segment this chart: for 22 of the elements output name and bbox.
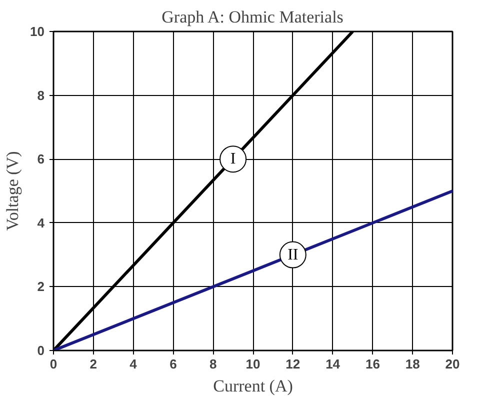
y-tick-label: 0: [37, 343, 45, 358]
x-tick-label: 14: [326, 356, 341, 372]
x-tick-label: 18: [405, 356, 420, 372]
series-label: II: [288, 246, 298, 264]
x-tick-label: 6: [170, 356, 177, 372]
x-tick-label: 10: [246, 356, 260, 372]
y-tick-label: 6: [37, 152, 45, 167]
x-tick-label: 20: [445, 356, 460, 372]
y-axis-title: Voltage (V): [3, 151, 22, 231]
y-tick-label: 8: [37, 88, 45, 103]
x-tick-label: 16: [365, 356, 380, 372]
x-axis-title: Current (A): [213, 376, 293, 396]
x-tick-label: 4: [130, 356, 138, 372]
x-tick-label: 12: [286, 356, 300, 372]
x-tick-label: 8: [209, 356, 217, 372]
y-tick-label: 10: [30, 24, 45, 39]
x-tick-label: 0: [50, 356, 58, 372]
chart-title: Graph A: Ohmic Materials: [162, 8, 344, 26]
series-label: I: [230, 150, 236, 168]
y-tick-label: 4: [37, 215, 46, 230]
x-tick-label: 2: [90, 356, 98, 372]
y-tick-label: 2: [37, 279, 45, 294]
